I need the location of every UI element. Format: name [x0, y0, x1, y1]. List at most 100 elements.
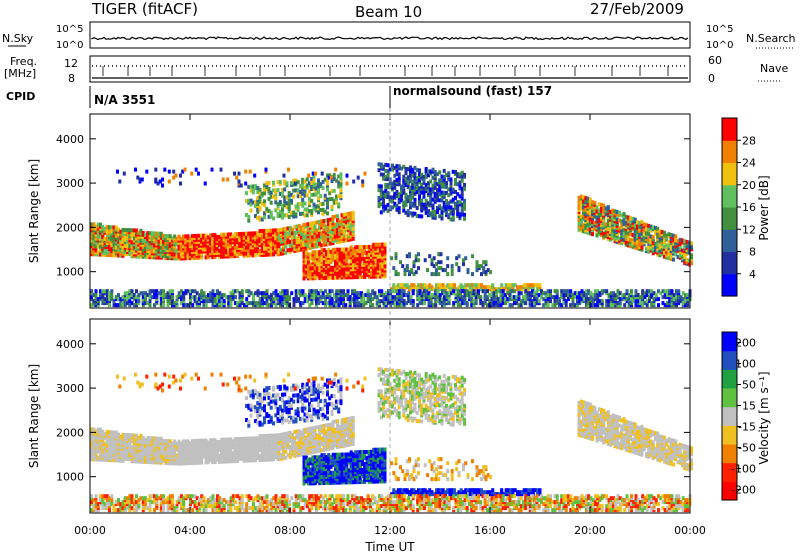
- velocity-cell: [90, 427, 93, 432]
- power-cell: [631, 232, 635, 237]
- power-cell: [229, 301, 233, 306]
- power-cell: [320, 243, 324, 248]
- power-cell: [405, 264, 409, 269]
- power-cell: [296, 208, 300, 213]
- power-cell: [549, 293, 552, 298]
- power-cell: [281, 187, 284, 192]
- power-cell: [220, 250, 224, 255]
- power-cell: [406, 199, 410, 204]
- power-cell: [202, 299, 206, 304]
- power-cell: [413, 171, 417, 176]
- power-cell: [351, 216, 355, 221]
- power-cell: [447, 177, 451, 182]
- power-cell: [92, 299, 96, 304]
- power-cell: [286, 226, 290, 231]
- power-cell: [630, 289, 633, 294]
- power-cell: [413, 201, 417, 206]
- power-cell: [397, 182, 401, 187]
- power-cell: [184, 256, 188, 261]
- power-cell: [593, 200, 597, 205]
- power-cell: [633, 223, 637, 228]
- power-cell: [292, 214, 296, 219]
- power-cell: [256, 186, 260, 190]
- power-cell: [404, 198, 408, 203]
- power-cell: [316, 262, 319, 267]
- power-cell: [166, 295, 170, 300]
- power-cell: [329, 249, 333, 254]
- power-cell: [157, 231, 161, 236]
- power-cell: [506, 291, 510, 296]
- power-cell: [411, 185, 415, 190]
- velocity-cell: [132, 433, 136, 438]
- power-cell: [297, 224, 301, 229]
- power-cell: [679, 295, 683, 300]
- power-cell: [267, 214, 271, 219]
- power-cell: [218, 234, 221, 239]
- power-cell: [609, 297, 613, 302]
- power-cell: [428, 254, 432, 259]
- power-cell: [555, 295, 559, 300]
- velocity-cell: [126, 449, 129, 453]
- power-cell: [630, 297, 633, 302]
- power-cell: [611, 208, 615, 213]
- power-cell: [233, 232, 237, 237]
- power-cell: [427, 301, 431, 306]
- power-cell: [629, 232, 633, 237]
- power-cell: [304, 230, 308, 235]
- power-cell: [510, 303, 514, 308]
- power-cell: [457, 285, 461, 290]
- date-label: 27/Feb/2009: [590, 0, 684, 18]
- power-cell: [555, 289, 559, 294]
- power-cell: [600, 209, 603, 213]
- power-cell: [281, 301, 285, 306]
- power-cell: [402, 188, 406, 193]
- power-cell: [400, 184, 403, 189]
- power-cell: [294, 299, 298, 304]
- power-cell: [606, 223, 610, 228]
- power-cell: [437, 266, 441, 271]
- power-cell: [274, 208, 278, 213]
- power-cell: [299, 301, 303, 306]
- power-cell: [233, 250, 237, 255]
- power-cell: [546, 293, 550, 298]
- power-cell: [409, 197, 412, 202]
- power-cell: [319, 295, 323, 300]
- power-cell: [536, 283, 540, 288]
- power-cell: [614, 297, 618, 302]
- power-cell: [384, 188, 388, 193]
- power-cell: [393, 295, 397, 300]
- power-cell: [317, 210, 320, 215]
- velocity-cell: [90, 447, 93, 452]
- power-cell: [122, 171, 126, 176]
- power-cell: [277, 228, 281, 233]
- power-cell: [236, 232, 239, 237]
- power-cell: [179, 173, 182, 178]
- power-cell: [361, 183, 365, 188]
- power-cell: [429, 297, 433, 302]
- power-cell: [144, 233, 147, 237]
- power-cell: [278, 209, 282, 214]
- power-cell: [173, 301, 177, 306]
- power-cell: [524, 301, 528, 306]
- power-cell: [308, 201, 311, 206]
- power-cell: [400, 303, 404, 308]
- power-cell: [327, 218, 330, 222]
- power-cell: [247, 301, 251, 306]
- power-cell: [339, 293, 343, 298]
- power-cell: [533, 301, 537, 306]
- power-cell: [647, 227, 651, 232]
- power-cell: [108, 241, 111, 246]
- power-cell: [263, 211, 266, 216]
- power-cell: [315, 299, 318, 304]
- power-cell: [440, 216, 444, 221]
- power-cell: [329, 253, 333, 258]
- power-cell: [500, 283, 504, 288]
- power-cell: [371, 303, 375, 308]
- power-cell: [337, 303, 341, 308]
- power-cell: [564, 299, 568, 304]
- power-cell: [440, 182, 444, 187]
- power-cell: [405, 283, 409, 288]
- power-cell: [198, 293, 201, 298]
- power-cell: [424, 210, 428, 215]
